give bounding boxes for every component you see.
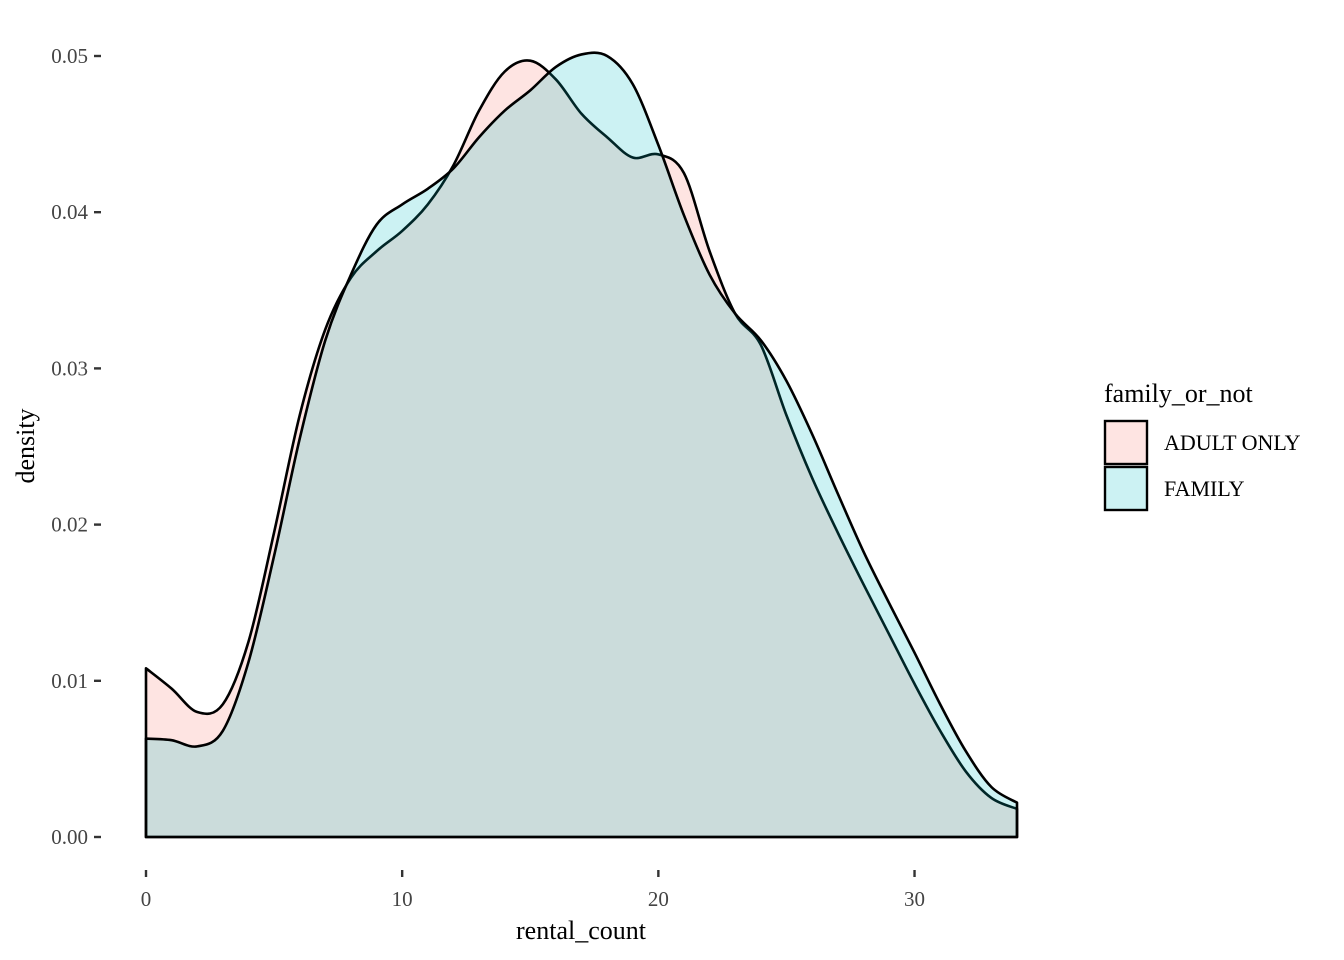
x-axis-title: rental_count	[516, 916, 647, 945]
x-tick-label: 0	[141, 887, 152, 911]
legend-key-bg	[1105, 421, 1147, 464]
y-tick-label: 0.00	[51, 825, 88, 849]
density-area-adult-only	[144, 59, 1019, 839]
y-tick-label: 0.02	[51, 513, 88, 537]
x-axis: 0 10 20 30	[141, 870, 925, 911]
x-tick-label: 20	[648, 887, 669, 911]
y-axis-title: density	[11, 408, 40, 483]
y-tick-label: 0.01	[51, 669, 88, 693]
y-axis: 0.00 0.01 0.02 0.03 0.04 0.05	[51, 44, 101, 849]
legend: family_or_not ADULT ONLY FAMILY	[1103, 379, 1301, 512]
x-tick-label: 10	[392, 887, 413, 911]
y-tick-label: 0.05	[51, 44, 88, 68]
legend-swatch-family	[1103, 465, 1149, 512]
axes: 0.00 0.01 0.02 0.03 0.04 0.05 0 10 20 30	[51, 44, 925, 911]
density-area-family	[144, 51, 1019, 839]
legend-items: ADULT ONLY FAMILY	[1103, 419, 1301, 512]
y-tick-label: 0.04	[51, 200, 88, 224]
legend-swatch-adult-only	[1103, 419, 1149, 466]
legend-label-family: FAMILY	[1164, 476, 1245, 501]
plot-area	[144, 51, 1019, 839]
x-tick-label: 30	[904, 887, 925, 911]
y-tick-label: 0.03	[51, 356, 88, 380]
legend-title: family_or_not	[1104, 379, 1254, 408]
legend-label-adult-only: ADULT ONLY	[1164, 430, 1301, 455]
legend-key-bg	[1105, 467, 1147, 510]
